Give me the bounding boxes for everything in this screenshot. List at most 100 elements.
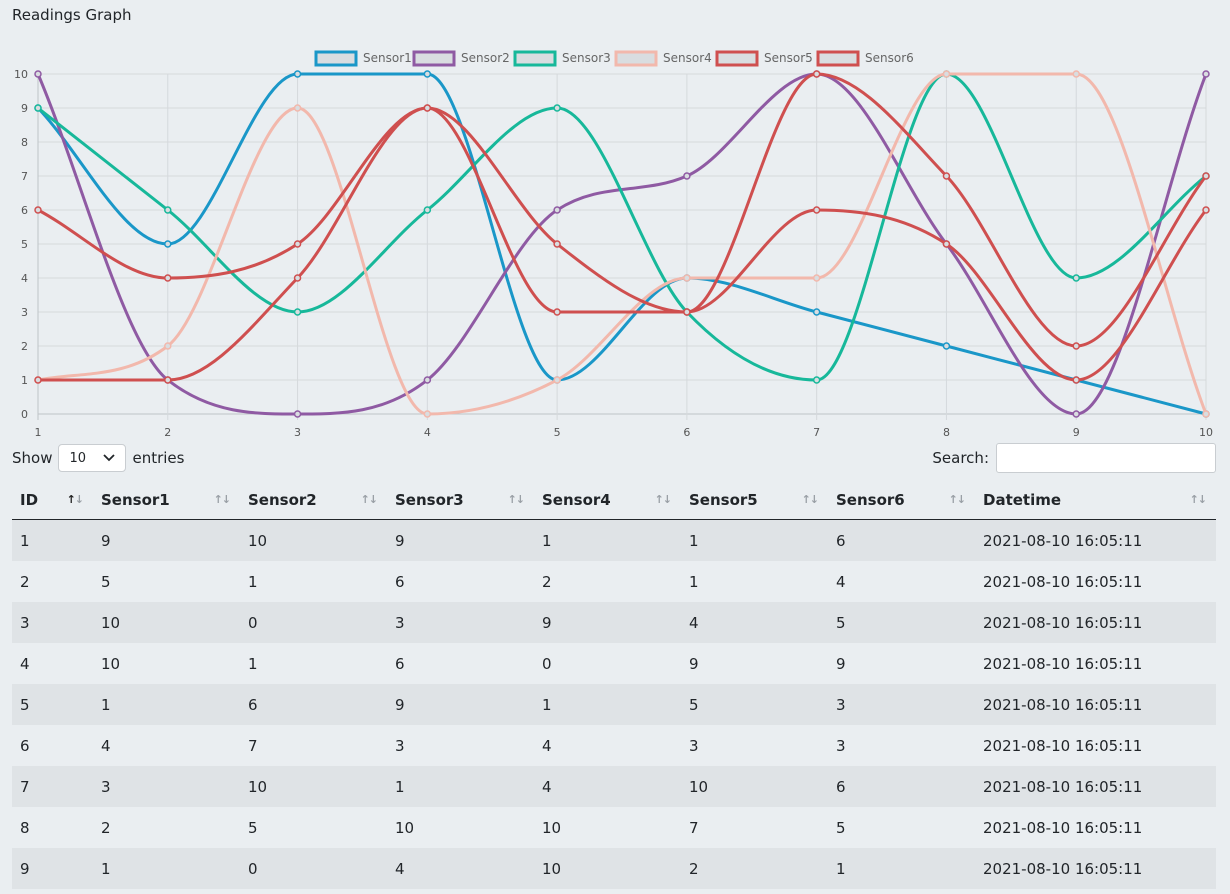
- table-cell-sensor1: 10: [93, 602, 240, 643]
- data-point-sensor5: [812, 70, 821, 78]
- data-point-sensor6: [942, 240, 951, 248]
- data-point-sensor4: [942, 70, 951, 78]
- y-tick-label: 5: [21, 238, 28, 251]
- table-cell-id: 4: [12, 643, 93, 684]
- column-header-label: Sensor4: [542, 490, 611, 509]
- data-point-sensor5: [553, 240, 561, 248]
- table-row: 2 5 1 6 2 1 4 2021-08-10 16:05:11: [12, 561, 1216, 602]
- column-header-sensor1[interactable]: Sensor1 ↑↓: [93, 480, 240, 520]
- table-cell-sensor4: 4: [534, 766, 681, 807]
- sort-icon: ↑↓: [66, 493, 84, 506]
- table-cell-sensor6: 6: [828, 766, 975, 807]
- data-point-sensor6: [423, 104, 432, 112]
- table-cell-sensor4: 1: [534, 519, 681, 561]
- table-body: 1 9 10 9 1 1 6 2021-08-10 16:05:11 2 5 1 6 2 1 4 2021-0…: [12, 519, 1216, 889]
- column-header-sensor5[interactable]: Sensor5 ↑↓: [681, 480, 828, 520]
- data-point-sensor4: [1072, 70, 1080, 78]
- data-point-sensor6: [34, 206, 42, 214]
- table-cell-datetime: 2021-08-10 16:05:11: [975, 684, 1216, 725]
- column-header-sensor6[interactable]: Sensor6 ↑↓: [828, 480, 975, 520]
- table-cell-id: 2: [12, 561, 93, 602]
- data-point-sensor2: [553, 206, 561, 214]
- column-header-sensor4[interactable]: Sensor4 ↑↓: [534, 480, 681, 520]
- table-cell-sensor3: 6: [387, 643, 534, 684]
- table-cell-sensor5: 9: [681, 643, 828, 684]
- x-tick-label: 8: [943, 426, 950, 439]
- legend-swatch-sensor3: [513, 50, 557, 67]
- readings-table: ID ↑↓ Sensor1 ↑↓ Sensor2 ↑↓ Sensor3 ↑↓ Sensor4 ↑↓…: [12, 480, 1216, 889]
- table-cell-sensor1: 1: [93, 684, 240, 725]
- sort-icon: ↑↓: [654, 493, 672, 506]
- table-cell-sensor5: 7: [681, 807, 828, 848]
- table-cell-sensor4: 4: [534, 725, 681, 766]
- table-row: 5 1 6 9 1 5 3 2021-08-10 16:05:11: [12, 684, 1216, 725]
- column-header-sensor3[interactable]: Sensor3 ↑↓: [387, 480, 534, 520]
- table-cell-sensor4: 2: [534, 561, 681, 602]
- x-tick-label: 4: [424, 426, 431, 439]
- table-cell-id: 3: [12, 602, 93, 643]
- data-point-sensor5: [34, 376, 42, 384]
- sort-icon: ↑↓: [1189, 493, 1207, 506]
- y-tick-label: 4: [21, 272, 28, 285]
- data-point-sensor1: [164, 240, 172, 248]
- data-point-sensor2: [293, 410, 302, 418]
- column-header-id[interactable]: ID ↑↓: [12, 480, 93, 520]
- y-tick-label: 6: [21, 204, 28, 217]
- table-cell-datetime: 2021-08-10 16:05:11: [975, 807, 1216, 848]
- table-cell-sensor2: 1: [240, 561, 387, 602]
- table-cell-sensor2: 5: [240, 807, 387, 848]
- legend-swatch-sensor1: [314, 50, 358, 67]
- series-line-sensor5: [38, 72, 1208, 382]
- sort-icon: ↑↓: [360, 493, 378, 506]
- data-point-sensor6: [1072, 376, 1080, 384]
- data-point-sensor4: [812, 274, 821, 282]
- y-tick-label: 0: [21, 408, 28, 421]
- data-point-sensor3: [164, 206, 172, 214]
- column-header-sensor2[interactable]: Sensor2 ↑↓: [240, 480, 387, 520]
- y-tick-label: 1: [21, 374, 28, 387]
- data-point-sensor5: [164, 376, 172, 384]
- table-cell-sensor6: 9: [828, 643, 975, 684]
- x-tick-label: 2: [164, 426, 171, 439]
- legend-swatch-sensor6: [816, 50, 860, 67]
- legend-swatch-sensor4: [614, 50, 658, 67]
- data-point-sensor3: [423, 206, 432, 214]
- table-cell-sensor3: 6: [387, 561, 534, 602]
- column-header-label: ID: [20, 490, 39, 509]
- table-cell-sensor3: 3: [387, 725, 534, 766]
- table-cell-sensor5: 3: [681, 725, 828, 766]
- table-cell-id: 5: [12, 684, 93, 725]
- sort-icon: ↑↓: [213, 493, 231, 506]
- data-point-sensor1: [812, 308, 821, 316]
- legend-label-sensor5: Sensor5: [764, 51, 813, 65]
- table-cell-id: 7: [12, 766, 93, 807]
- table-cell-id: 1: [12, 519, 93, 561]
- entries-select-value: 10: [69, 450, 87, 466]
- column-header-label: Sensor6: [836, 490, 905, 509]
- table-row: 9 1 0 4 10 2 1 2021-08-10 16:05:11: [12, 848, 1216, 889]
- data-point-sensor4: [683, 274, 691, 282]
- data-point-sensor2: [34, 70, 42, 78]
- table-row: 7 3 10 1 4 10 6 2021-08-10 16:05:11: [12, 766, 1216, 807]
- legend-swatch-sensor5: [715, 50, 759, 67]
- table-row: 4 10 1 6 0 9 9 2021-08-10 16:05:11: [12, 643, 1216, 684]
- legend-swatch-sensor2: [412, 50, 456, 67]
- table-cell-sensor3: 9: [387, 684, 534, 725]
- series-line-sensor2: [36, 72, 1208, 416]
- entries-select[interactable]: 10: [58, 444, 127, 472]
- table-cell-sensor4: 9: [534, 602, 681, 643]
- search-input[interactable]: [996, 443, 1216, 473]
- table-cell-sensor3: 3: [387, 602, 534, 643]
- column-header-datetime[interactable]: Datetime ↑↓: [975, 480, 1216, 520]
- data-point-sensor3: [34, 104, 42, 112]
- table-header-row: ID ↑↓ Sensor1 ↑↓ Sensor2 ↑↓ Sensor3 ↑↓ Sensor4 ↑↓…: [12, 480, 1216, 520]
- data-point-sensor2: [1072, 410, 1080, 418]
- data-point-sensor6: [293, 240, 302, 248]
- data-point-sensor3: [812, 376, 821, 384]
- y-tick-label: 3: [21, 306, 28, 319]
- legend-label-sensor2: Sensor2: [461, 51, 510, 65]
- table-row: 1 9 10 9 1 1 6 2021-08-10 16:05:11: [12, 519, 1216, 561]
- table-cell-sensor4: 10: [534, 848, 681, 889]
- legend-label-sensor4: Sensor4: [663, 51, 712, 65]
- entries-length-control: Show 10 entries: [12, 443, 184, 473]
